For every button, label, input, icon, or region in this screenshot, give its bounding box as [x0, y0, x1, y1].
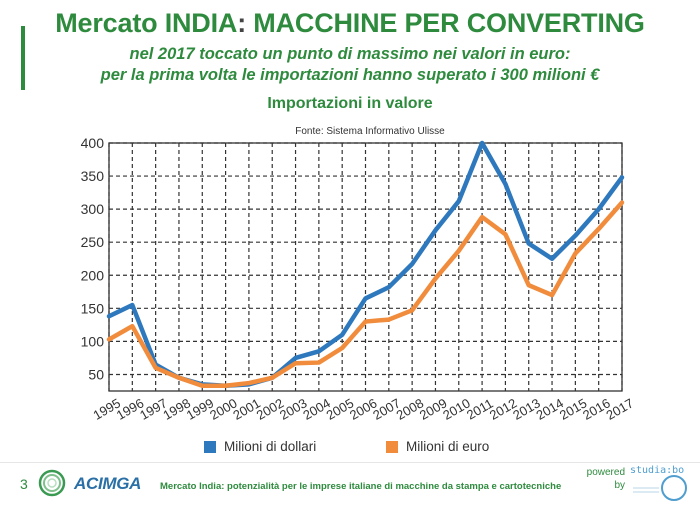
y-tick-label: 300 — [81, 201, 105, 217]
y-tick-label: 250 — [81, 234, 105, 250]
page-number: 3 — [20, 476, 28, 492]
legend-swatch-euro — [386, 440, 398, 453]
studiabo-logo-icon — [633, 475, 687, 501]
y-tick-label: 200 — [81, 267, 105, 283]
chart-title: Importazioni in valore — [267, 95, 433, 112]
subtitle: nel 2017 toccato un punto di massimo nei… — [40, 44, 660, 86]
studiabo-logo-text: studia:bo — [630, 465, 685, 476]
subtitle-line-2: per la prima volta le importazioni hanno… — [100, 66, 600, 84]
powered-line-1: powered — [586, 467, 625, 478]
chart-source: Fonte: Sistema Informativo Ulisse — [295, 126, 445, 137]
legend-item-dollars: Milioni di dollari — [204, 439, 316, 454]
legend-label-dollars: Milioni di dollari — [224, 439, 317, 454]
acimga-logo-text: ACIMGA — [74, 474, 142, 493]
line-chart: 5010015020025030035040019951996199719981… — [81, 135, 636, 423]
footer-text: Mercato India: potenzialità per le impre… — [160, 481, 562, 492]
legend-label-euro: Milioni di euro — [406, 439, 490, 454]
title-prefix: Mercato INDIA — [55, 8, 238, 38]
y-tick-label: 150 — [81, 300, 105, 316]
title-suffix: MACCHINE PER CONVERTING — [246, 8, 645, 38]
y-tick-label: 350 — [81, 168, 105, 184]
subtitle-line-1: nel 2017 toccato un punto di massimo nei… — [129, 45, 571, 63]
acimga-logo-icon — [38, 469, 66, 497]
y-tick-label: 400 — [81, 135, 105, 151]
accent-bar — [21, 26, 25, 90]
page-title: Mercato INDIA: MACCHINE PER CONVERTING — [40, 8, 660, 39]
powered-by: powered by — [575, 466, 625, 492]
y-tick-label: 50 — [88, 366, 104, 382]
x-tick-label: 2017 — [603, 395, 636, 422]
plot-border — [108, 142, 623, 392]
legend-item-euro: Milioni di euro — [386, 439, 489, 454]
title-colon: : — [237, 8, 246, 38]
y-tick-label: 100 — [81, 333, 105, 349]
powered-line-2: by — [614, 480, 625, 491]
legend-swatch-dollars — [204, 440, 216, 453]
series-line-euro — [106, 200, 625, 388]
footer-divider — [0, 462, 700, 463]
